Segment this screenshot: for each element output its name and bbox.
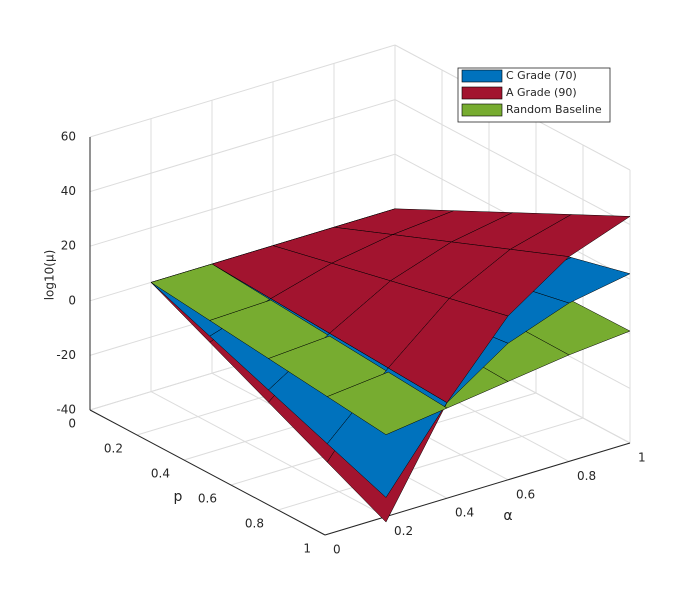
x-tick-label: 0.4	[455, 506, 474, 520]
z-tick-label: 60	[61, 130, 76, 144]
surfaces	[150, 208, 631, 523]
grid-line	[394, 99, 631, 226]
z-tick-label: -20	[56, 348, 76, 362]
tick-labels: -40 -20 0 20 40 60 0 0.2 0.4 0.6 0.8 1 0 0.2 0.4 0.6 0.8…	[56, 130, 645, 557]
x-tick-label: 1	[638, 451, 646, 465]
surface-patch	[388, 298, 509, 403]
y-tick-label: 0.2	[104, 442, 123, 456]
y-tick-label: 0.8	[245, 517, 264, 531]
legend-swatch	[461, 86, 503, 100]
y-axis-label: p	[174, 489, 183, 505]
x-axis-label: α	[503, 508, 512, 524]
y-tick-label: 0	[68, 417, 76, 431]
legend-swatch	[461, 103, 503, 117]
legend-swatch	[461, 69, 503, 83]
x-tick-label: 0.8	[577, 469, 596, 483]
grid-line	[89, 44, 396, 138]
x-tick-label: 0.6	[516, 487, 535, 501]
y-tick-label: 0.6	[198, 492, 217, 506]
axis-line	[324, 442, 631, 536]
legend-label: Random Baseline	[506, 103, 602, 116]
z-tick-label: 20	[61, 239, 76, 253]
y-tick-label: 1	[303, 542, 311, 556]
z-axis-label: log10(μ)	[43, 250, 57, 301]
z-tick-label: 0	[68, 293, 76, 307]
grid-line	[277, 417, 584, 511]
surface-patch	[327, 371, 448, 435]
legend-label: C Grade (70)	[506, 69, 577, 82]
axis-line	[89, 409, 326, 536]
grid-line	[150, 391, 387, 518]
grid-line	[89, 99, 396, 193]
grid-line	[89, 153, 396, 247]
legend: C Grade (70) A Grade (90) Random Baseline	[457, 67, 611, 123]
y-tick-label: 0.4	[151, 467, 170, 481]
x-tick-label: 0	[333, 543, 341, 557]
z-tick-label: 40	[61, 184, 76, 198]
x-tick-label: 0.2	[394, 524, 413, 538]
legend-label: A Grade (90)	[506, 86, 577, 99]
z-tick-label: -40	[56, 403, 76, 417]
axes-box	[89, 44, 631, 536]
